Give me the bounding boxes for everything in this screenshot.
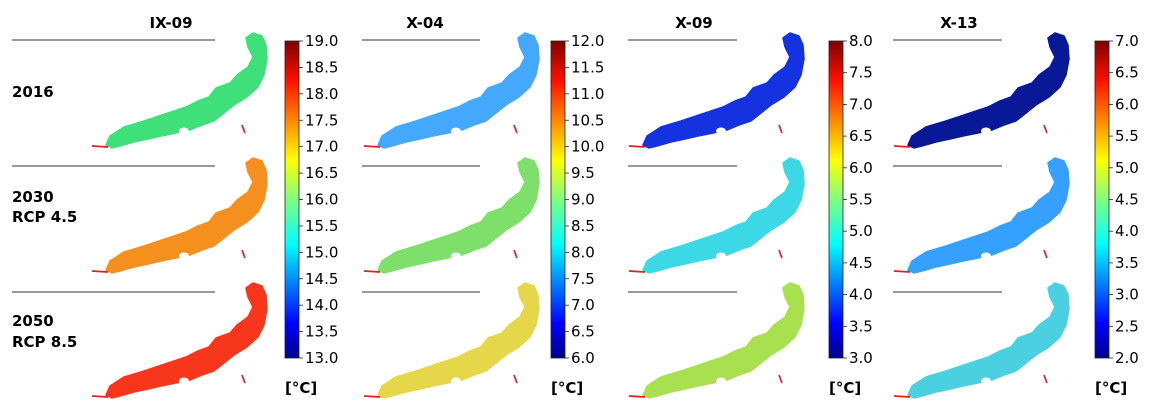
lake-temperature-map (893, 32, 1070, 149)
colorbar-tick-label: 6.5 (1115, 64, 1139, 82)
colorbar-tick-label: 14.0 (305, 296, 338, 314)
colorbar-tick-label: 14.5 (305, 270, 338, 288)
row-separators (12, 39, 1002, 293)
colorbar-tick-label: 11.0 (571, 85, 604, 103)
colorbar-tick-label: 10.0 (571, 138, 604, 156)
colorbar-tick-label: 18.0 (305, 85, 338, 103)
lake-temperature-map (628, 32, 805, 149)
colorbar-unit: [°C] (285, 379, 317, 397)
colorbar-tick-label: 4.5 (1115, 191, 1139, 209)
colorbar-tick-label: 5.0 (1115, 159, 1139, 177)
colorbar-tick-label: 5.5 (1115, 127, 1139, 145)
column-title: IX-09 (149, 14, 192, 32)
row-label-2016: 2016 (12, 83, 54, 101)
colorbar-tick-label: 6.0 (849, 159, 873, 177)
lake-temperature-map (893, 282, 1070, 399)
lake-temperature-map (91, 32, 268, 149)
row-labels: 2016 2030 RCP 4.5 2050 RCP 8.5 (12, 83, 77, 351)
colorbar-tick-label: 7.0 (571, 296, 595, 314)
colorbar-tick-label: 18.5 (305, 58, 338, 76)
colorbar-x09 (828, 40, 844, 359)
colorbar-tick-label: 15.0 (305, 243, 338, 261)
colorbar-tick-label: 7.5 (571, 270, 595, 288)
row-label-2050: 2050 (12, 312, 54, 330)
colorbar-tick-label: 8.0 (571, 243, 595, 261)
colorbar-tick-label: 6.5 (849, 127, 873, 145)
colorbar-tick-label: 16.0 (305, 191, 338, 209)
colorbar-unit: [°C] (551, 379, 583, 397)
colorbar-tick-label: 2.5 (1115, 317, 1139, 335)
colorbar-tick-label: 11.5 (571, 58, 604, 76)
colorbar-tick-label: 7.5 (849, 64, 873, 82)
colorbar-tick-label: 7.0 (849, 95, 873, 113)
colorbar-tick-label: 5.0 (849, 222, 873, 240)
lake-temperature-map (628, 157, 805, 274)
lake-temperature-map (363, 32, 540, 149)
column-title: X-04 (406, 14, 443, 32)
colorbar-ix09 (284, 40, 300, 359)
row-label-rcp45: RCP 4.5 (12, 208, 77, 226)
colorbar-x13 (1094, 40, 1110, 359)
column-titles: IX-09 X-04 X-09 X-13 (149, 14, 977, 32)
colorbar-tick-label: 4.5 (849, 254, 873, 272)
colorbar-tick-label: 17.5 (305, 111, 338, 129)
row-label-2030: 2030 (12, 188, 54, 206)
lake-temperature-map (91, 157, 268, 274)
colorbar-tick-label: 3.0 (1115, 286, 1139, 304)
colorbar-tick-label: 5.5 (849, 191, 873, 209)
colorbar-unit: [°C] (829, 379, 861, 397)
colorbar-tick-label: 3.5 (849, 317, 873, 335)
lake-temperature-map (628, 282, 805, 399)
colorbar-tick-label: 8.5 (571, 217, 595, 235)
colorbars: 19.0 18.5 18.0 17.5 17.0 16.5 16.0 15.5 15.0 14.5… (284, 32, 1139, 397)
colorbar-tick-label: 3.0 (849, 349, 873, 367)
colorbar-tick-label: 6.5 (571, 323, 595, 341)
lake-temperature-map (91, 282, 268, 399)
colorbar-x04 (550, 40, 566, 359)
colorbar-tick-label: 4.0 (849, 286, 873, 304)
colorbar-unit: [°C] (1095, 379, 1127, 397)
lake-temperature-map (363, 157, 540, 274)
colorbar-tick-label: 8.0 (849, 32, 873, 50)
colorbar-tick-label: 9.0 (571, 191, 595, 209)
colorbar-tick-label: 15.5 (305, 217, 338, 235)
colorbar-tick-label: 4.0 (1115, 222, 1139, 240)
column-title: X-13 (940, 14, 977, 32)
colorbar-tick-label: 13.0 (305, 349, 338, 367)
colorbar-tick-label: 3.5 (1115, 254, 1139, 272)
colorbar-tick-label: 12.0 (571, 32, 604, 50)
colorbar-tick-label: 2.0 (1115, 349, 1139, 367)
colorbar-tick-label: 7.0 (1115, 32, 1139, 50)
colorbar-tick-label: 6.0 (1115, 95, 1139, 113)
column-title: X-09 (675, 14, 712, 32)
lake-temperature-map (363, 282, 540, 399)
colorbar-tick-label: 17.0 (305, 138, 338, 156)
row-label-rcp85: RCP 8.5 (12, 333, 77, 351)
colorbar-tick-label: 6.0 (571, 349, 595, 367)
colorbar-tick-label: 10.5 (571, 111, 604, 129)
colorbar-tick-label: 19.0 (305, 32, 338, 50)
colorbar-tick-label: 13.5 (305, 323, 338, 341)
lake-maps (91, 32, 1070, 399)
colorbar-tick-label: 9.5 (571, 164, 595, 182)
colorbar-tick-label: 16.5 (305, 164, 338, 182)
lake-temperature-map (893, 157, 1070, 274)
